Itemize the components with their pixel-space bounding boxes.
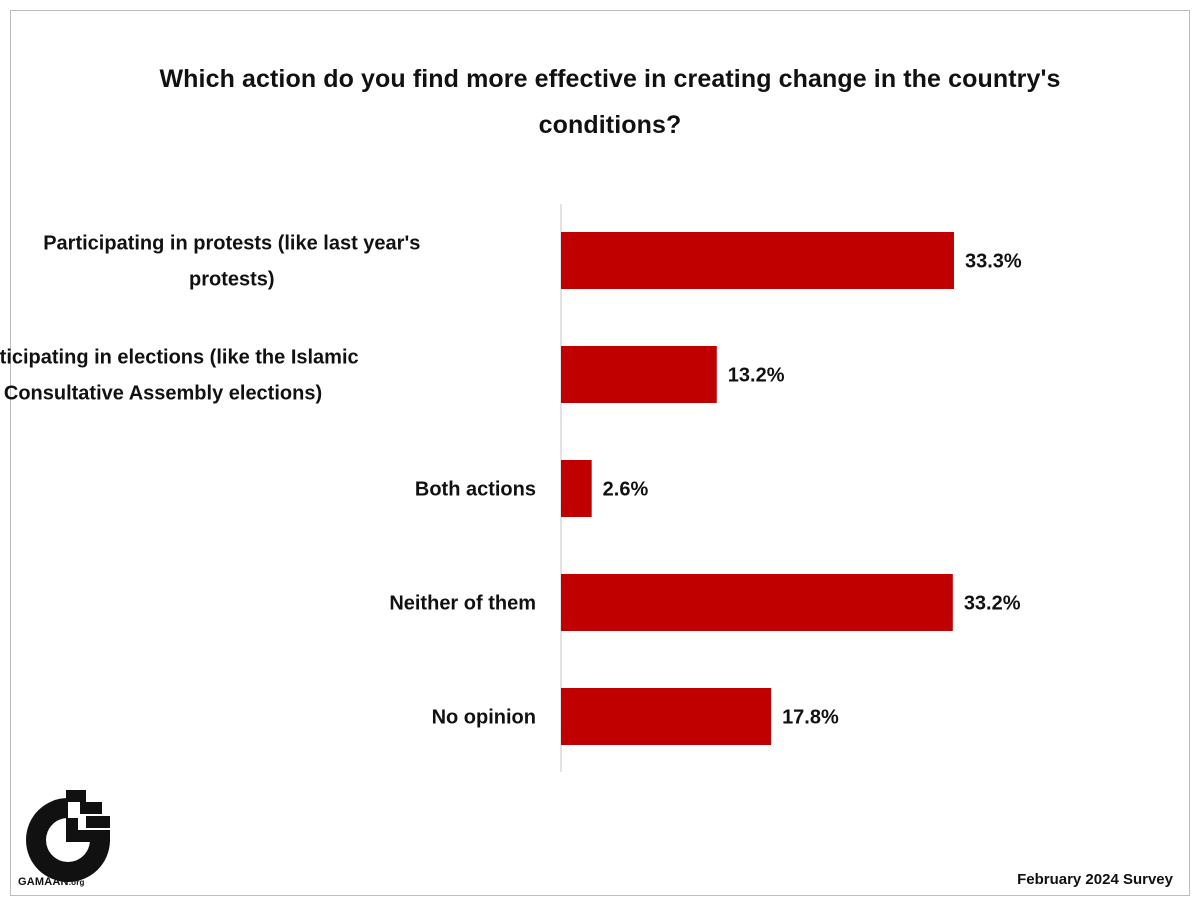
logo-name: GAMAAN	[18, 876, 69, 888]
category-label-line: Participating in elections (like the Isl…	[0, 347, 359, 369]
category-label-line: Participating in protests (like last yea…	[43, 233, 420, 255]
category-label-line: Neither of them	[389, 593, 536, 615]
category-label-line: protests)	[189, 269, 275, 291]
value-label: 2.6%	[603, 479, 649, 501]
category-label: Neither of them	[389, 593, 536, 615]
chart-title: Which action do you find more effective …	[159, 65, 1061, 139]
bar	[561, 688, 772, 745]
value-label: 33.3%	[965, 251, 1022, 273]
bar	[561, 574, 953, 631]
bar	[561, 346, 717, 403]
gamaan-logo	[26, 790, 110, 882]
category-label-line: Both actions	[415, 479, 536, 501]
category-label: Both actions	[415, 479, 536, 501]
bar	[561, 460, 592, 517]
category-label-line: No opinion	[432, 707, 536, 729]
category-label-line: Consultative Assembly elections)	[4, 383, 322, 405]
logo-text: GAMAAN.org	[18, 876, 85, 888]
category-label: No opinion	[432, 707, 536, 729]
category-label: Participating in protests (like last yea…	[43, 233, 420, 291]
chart-frame	[10, 10, 1190, 896]
logo-suffix: .org	[68, 878, 85, 887]
value-label: 13.2%	[728, 365, 785, 387]
survey-date: February 2024 Survey	[1017, 871, 1173, 888]
bar	[561, 232, 954, 289]
category-label: Participating in elections (like the Isl…	[0, 347, 359, 405]
value-label: 33.2%	[964, 593, 1021, 615]
value-label: 17.8%	[782, 707, 839, 729]
